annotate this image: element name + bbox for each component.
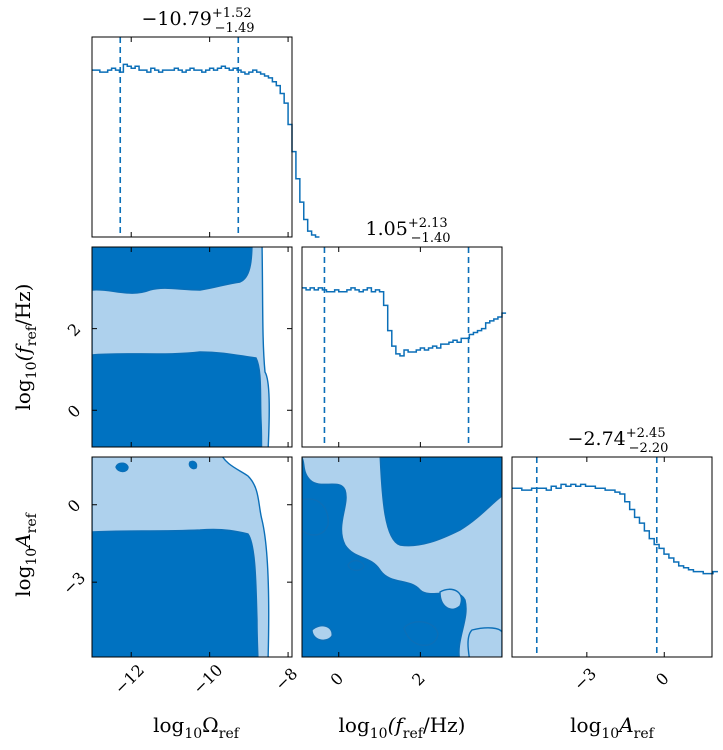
y-tick-label: −3	[59, 568, 89, 598]
x-tick-label: 2	[408, 669, 429, 690]
y-tick-label: 2	[64, 319, 85, 340]
diag-title: −2.74+2.45 −2.20	[568, 426, 669, 456]
contours	[92, 457, 270, 657]
x-tick-label: −12	[111, 660, 148, 697]
x-tick-label: 0	[652, 669, 673, 690]
panel-omega-fref-frame	[91, 246, 293, 448]
contours	[92, 247, 270, 447]
panel-fref-aref-frame	[301, 456, 503, 658]
contour-island	[115, 462, 129, 473]
contour-island-light	[311, 625, 333, 641]
contour-inner	[92, 528, 259, 657]
diag-frame-fref	[301, 246, 503, 448]
x-axis-label-aref: log10Aref	[570, 713, 656, 742]
x-axis-label-fref: log10(fref/Hz)	[339, 713, 466, 742]
x-tick-label: 0	[327, 669, 348, 690]
contour-inner-top	[92, 247, 253, 294]
panel-fref-aref	[302, 457, 502, 657]
diag-frame-omega	[91, 36, 293, 238]
y-tick-label: 0	[64, 401, 85, 422]
y-axis-label-aref: log10Aref	[11, 511, 40, 597]
contour-island	[347, 559, 365, 572]
x-tick-label: −10	[189, 660, 226, 697]
contour-inner-left	[302, 498, 329, 536]
diag-panel-fref	[302, 247, 507, 447]
contour-inner-bottom	[92, 351, 263, 447]
contour-outer	[302, 457, 502, 657]
contour-island-light-2	[467, 627, 502, 657]
diag-panel-omega	[92, 37, 320, 238]
histogram-aref	[512, 483, 718, 575]
diag-frame-aref	[511, 456, 713, 658]
panel-omega-aref-frame	[91, 456, 293, 658]
histogram-fref	[302, 287, 507, 357]
histogram-omega	[92, 63, 320, 238]
x-tick-label: −3	[570, 664, 600, 694]
contour-inner-lower	[403, 621, 439, 647]
panel-omega-fref	[92, 247, 270, 447]
diag-title: −10.79+1.52 −1.49	[141, 6, 254, 36]
panel-omega-aref	[92, 457, 270, 657]
x-axis-label-omega: log10Ωref	[153, 713, 241, 742]
contour-island-2	[188, 460, 198, 470]
contour-island-light-3	[439, 588, 463, 610]
diag-title: 1.05+2.13 −1.40	[366, 216, 451, 246]
contours	[302, 457, 502, 657]
panels	[91, 36, 718, 658]
axis-labels: −10.79+1.52 −1.49 1.05+2.13 −1.40 −3 0 −2.74+2…	[11, 6, 673, 742]
diag-panel-aref	[512, 457, 718, 657]
x-tick-label: −8	[271, 664, 301, 694]
y-axis-label-fref: log10(fref/Hz)	[11, 284, 40, 411]
y-tick-label: 0	[64, 496, 85, 517]
